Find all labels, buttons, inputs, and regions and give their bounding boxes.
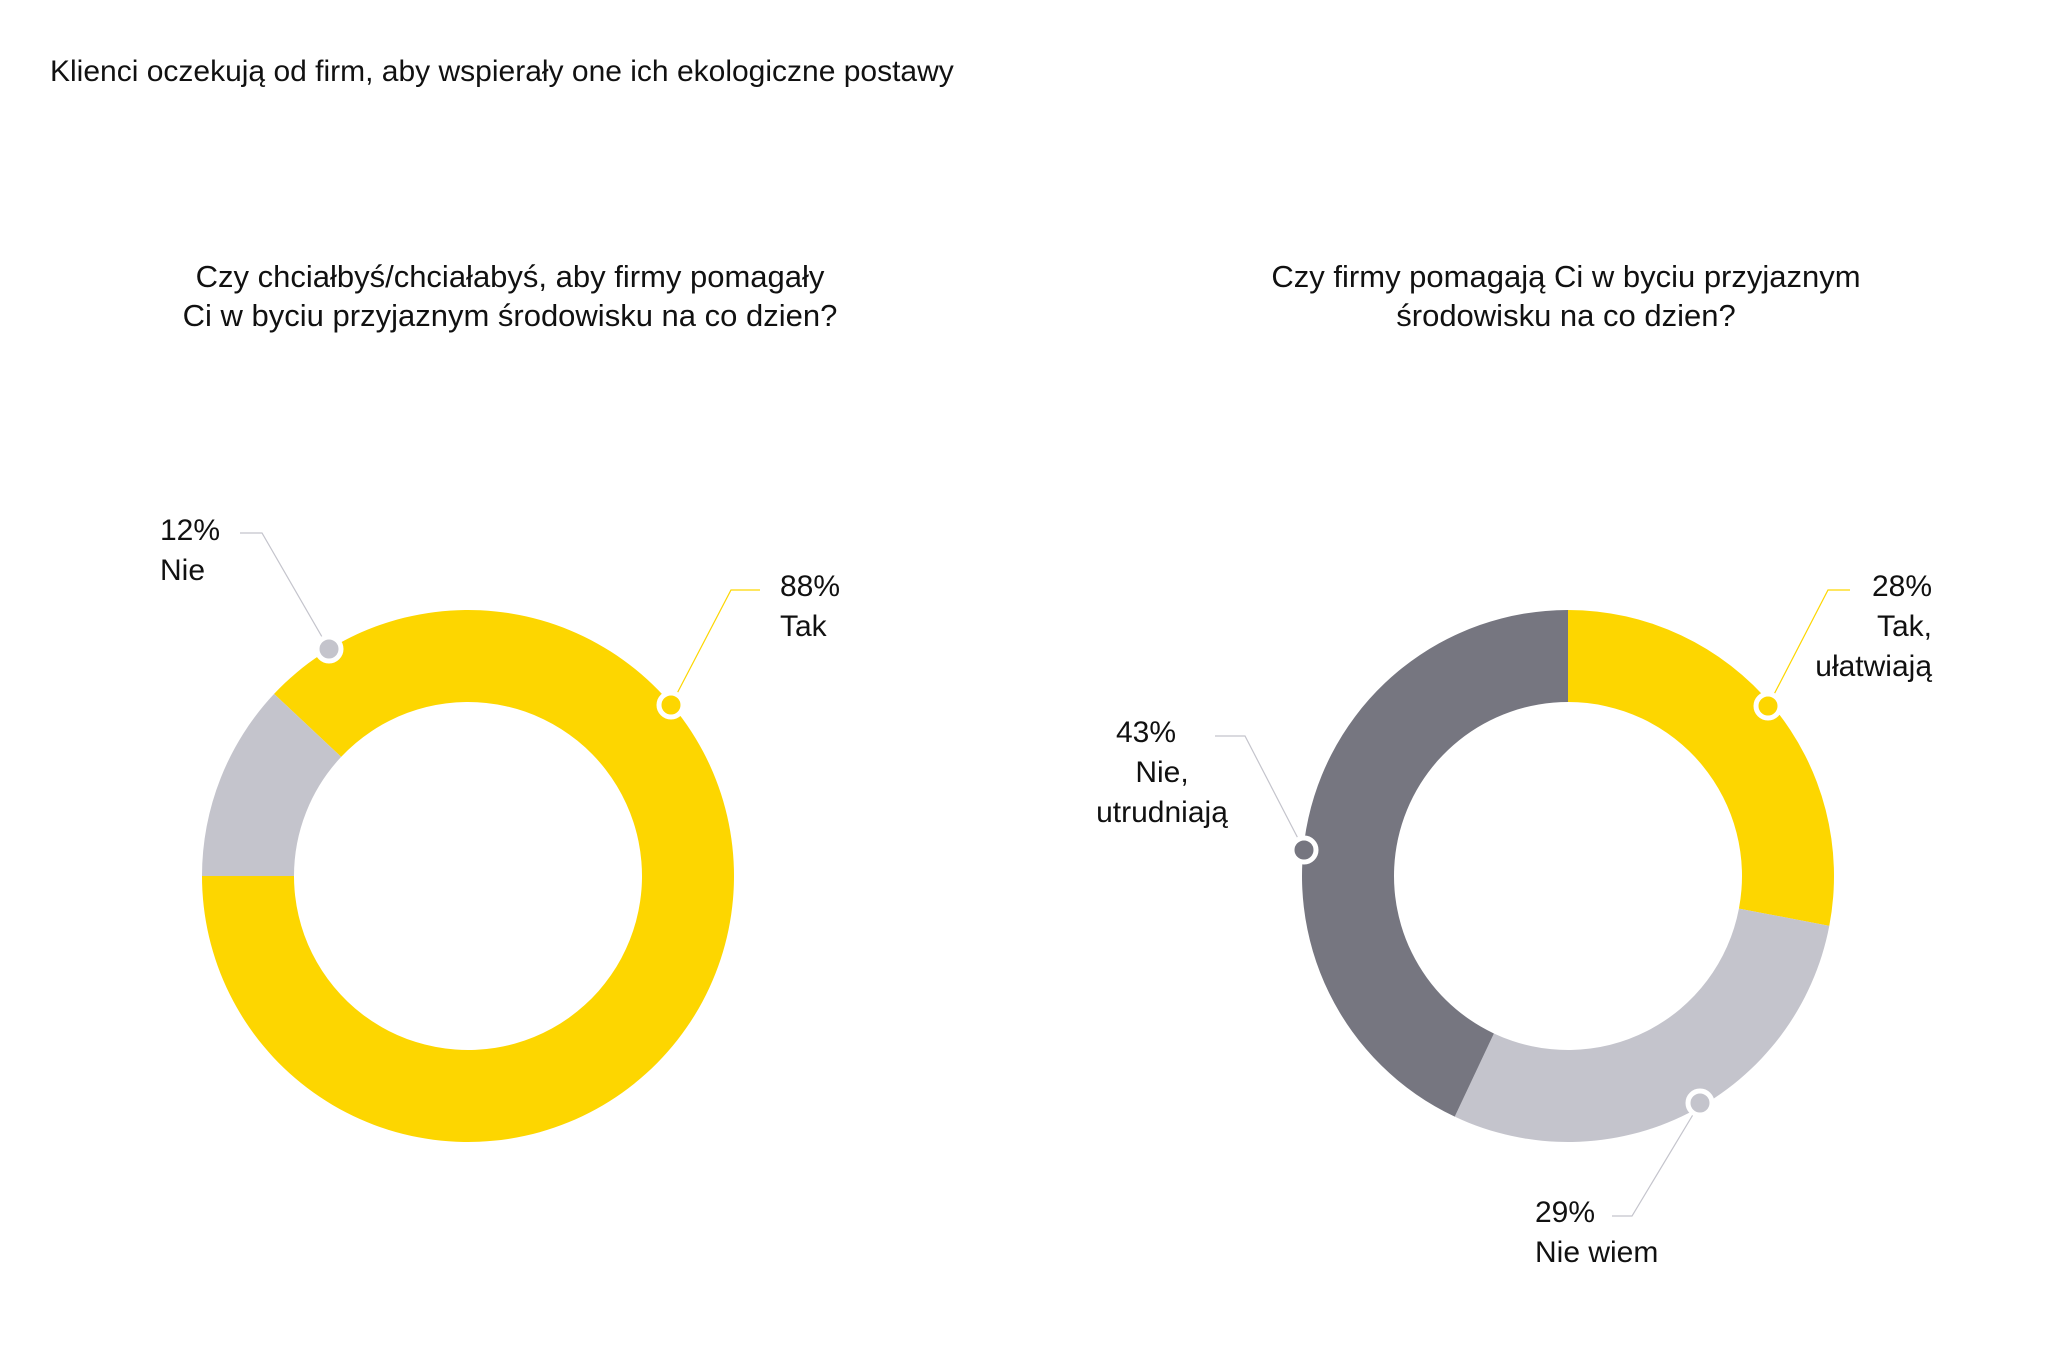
chart-2-slice-1 [1568,609,1834,926]
chart-1-title-line-1: Czy chciałbyś/chciałabyś, aby firmy poma… [195,259,825,294]
chart-1-leader-line-1 [670,589,760,706]
chart-2-title: Czy firmy pomagają Ci w byciu przyjaznym… [1156,257,1976,335]
chart-2-slice-2 [1454,908,1830,1142]
chart-2-category-label-3: Nie, [1135,756,1188,789]
chart-2-slice-3 [1302,610,1568,1117]
chart-2-percent-label-3: 43% [1116,716,1176,749]
chart-1-title: Czy chciałbyś/chciałabyś, aby firmy poma… [100,257,920,335]
chart-1-category-label-2: Nie [160,554,205,587]
chart-2-marker-1 [1753,691,1783,721]
chart-2-marker-3 [1289,835,1319,865]
chart-1-percent-label-2: 12% [160,514,220,547]
chart-2-leader-line-1 [1767,589,1850,707]
chart-1-slice-2 [202,693,342,876]
page-title: Klienci oczekują od firm, aby wspierały … [50,55,954,88]
chart-2-percent-label-2: 29% [1535,1196,1595,1229]
chart-1-marker-1 [656,690,686,720]
chart-1-slice-1 [202,610,735,1143]
chart-2-category-label-2: Nie wiem [1535,1236,1658,1269]
chart-2-leader-line-2 [1612,1102,1701,1217]
chart-1-category-label-1: Tak [780,610,828,643]
chart-2-marker-2 [1685,1088,1715,1118]
chart-1-title-line-2: Ci w byciu przyjaznym środowisku na co d… [182,298,838,333]
chart-1-marker-2 [314,634,344,664]
chart-2-leader-line-3 [1215,735,1305,851]
chart-2-category-label-3: utrudniają [1096,796,1228,829]
chart-2-category-label-1: Tak, [1877,610,1932,643]
chart-2-category-label-1: ułatwiają [1815,650,1932,683]
chart-1-leader-line-2 [240,532,330,650]
chart-2-title-line-1: Czy firmy pomagają Ci w byciu przyjaznym [1271,259,1861,294]
chart-2-percent-label-1: 28% [1872,570,1932,603]
chart-2-title-line-2: środowisku na co dzien? [1396,298,1736,333]
chart-1-percent-label-1: 88% [780,570,840,603]
